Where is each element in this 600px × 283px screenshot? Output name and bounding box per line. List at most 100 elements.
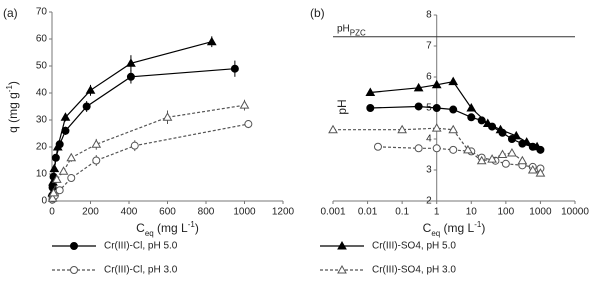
pzc-label: pHPZC — [337, 23, 366, 37]
x-axis-label-part: C — [423, 221, 432, 235]
y-axis-label: q (mg g-1) — [5, 81, 21, 133]
x-tick-label: 800 — [198, 207, 215, 218]
x-tick-label: 1200 — [272, 207, 295, 218]
y-tick-label: 40 — [36, 88, 48, 99]
marker — [501, 159, 510, 168]
x-tick-label: 10000 — [561, 207, 589, 218]
marker — [230, 64, 239, 73]
marker — [52, 141, 63, 151]
y-tick-label: 4 — [426, 134, 432, 145]
y-tick-label: 0 — [41, 196, 47, 207]
x-tick-label: 10 — [466, 207, 478, 218]
marker — [497, 149, 508, 158]
legend-label: Cr(III)-Cl, pH 5.0 — [104, 241, 178, 252]
marker — [467, 113, 476, 122]
x-tick-label: 200 — [82, 207, 99, 218]
x-axis-label-part: (mg L — [440, 221, 474, 235]
y-axis-label-part: -1 — [5, 85, 14, 93]
marker — [397, 124, 408, 134]
marker — [463, 144, 473, 154]
marker — [466, 102, 477, 112]
x-tick-label: 100 — [498, 207, 515, 218]
marker — [49, 163, 60, 173]
marker — [476, 155, 487, 165]
x-axis-label-part: (mg L — [154, 221, 188, 235]
marker — [507, 147, 517, 157]
marker — [60, 112, 71, 121]
y-tick-label: 70 — [36, 7, 48, 18]
legend-label: Cr(III)-SO4, pH 5.0 — [372, 241, 456, 252]
marker — [532, 141, 542, 151]
marker — [55, 186, 64, 195]
marker — [47, 193, 58, 202]
marker — [517, 155, 528, 165]
marker — [244, 120, 253, 129]
marker — [130, 141, 139, 150]
marker — [66, 152, 77, 162]
x-tick-label: 1000 — [233, 207, 256, 218]
x-axis-label: Ceq (mg L-1) — [136, 220, 199, 238]
panel-label: (a) — [3, 6, 18, 20]
y-tick-label: 50 — [36, 61, 48, 72]
marker — [511, 130, 522, 140]
marker — [527, 164, 538, 174]
y-tick-label: 10 — [36, 169, 48, 180]
marker — [91, 139, 102, 148]
x-axis-label-part: ) — [195, 221, 199, 235]
legend-marker — [337, 264, 347, 274]
marker — [449, 105, 458, 114]
y-axis-label-part: pH — [335, 99, 349, 114]
legend-label: Cr(III)-Cl, pH 3.0 — [104, 265, 178, 276]
x-axis-label-part: -1 — [188, 220, 196, 229]
marker — [92, 156, 101, 165]
x-tick-label: 0.01 — [358, 207, 378, 218]
series-line — [333, 127, 541, 174]
marker — [535, 168, 546, 177]
x-axis-label-part: -1 — [474, 220, 482, 229]
series-line — [51, 68, 235, 196]
y-axis-label: pH — [335, 99, 349, 114]
x-axis-label: Ceq (mg L-1) — [423, 220, 486, 238]
series-line — [370, 81, 538, 148]
series-line — [52, 104, 245, 199]
y-tick-label: 6 — [426, 72, 432, 83]
marker — [431, 123, 442, 132]
legend-marker — [337, 240, 347, 250]
marker — [126, 72, 135, 81]
marker — [432, 144, 441, 153]
marker — [67, 174, 76, 183]
marker — [373, 142, 382, 151]
y-axis-label-part: q (mg g — [6, 92, 20, 133]
x-tick-label: 1 — [434, 207, 440, 218]
marker — [495, 124, 506, 134]
pzc-label-part: pH — [337, 23, 350, 34]
legend-marker — [70, 242, 78, 250]
x-tick-label: 600 — [159, 207, 176, 218]
marker — [449, 145, 458, 154]
y-tick-label: 20 — [36, 142, 48, 153]
marker — [239, 100, 250, 109]
marker — [414, 102, 423, 111]
marker — [162, 112, 173, 121]
marker — [51, 174, 62, 183]
marker — [432, 104, 441, 112]
marker — [328, 124, 338, 134]
x-tick-label: 400 — [121, 207, 138, 218]
legend-marker — [70, 266, 78, 274]
marker — [487, 154, 497, 163]
y-tick-label: 60 — [36, 34, 48, 45]
marker — [58, 166, 69, 175]
series-line — [370, 105, 541, 151]
marker — [48, 187, 59, 197]
marker — [448, 124, 459, 134]
y-tick-label: 2 — [426, 196, 432, 207]
x-tick-label: 1000 — [529, 207, 552, 218]
x-tick-label: 0.1 — [395, 207, 409, 218]
pzc-label-part: PZC — [350, 28, 366, 37]
x-axis-label-part: C — [136, 221, 145, 235]
panel-label: (b) — [310, 6, 325, 20]
y-tick-label: 8 — [426, 10, 432, 21]
marker — [413, 82, 424, 92]
marker — [85, 85, 96, 94]
x-axis-label-part: eq — [431, 229, 440, 238]
